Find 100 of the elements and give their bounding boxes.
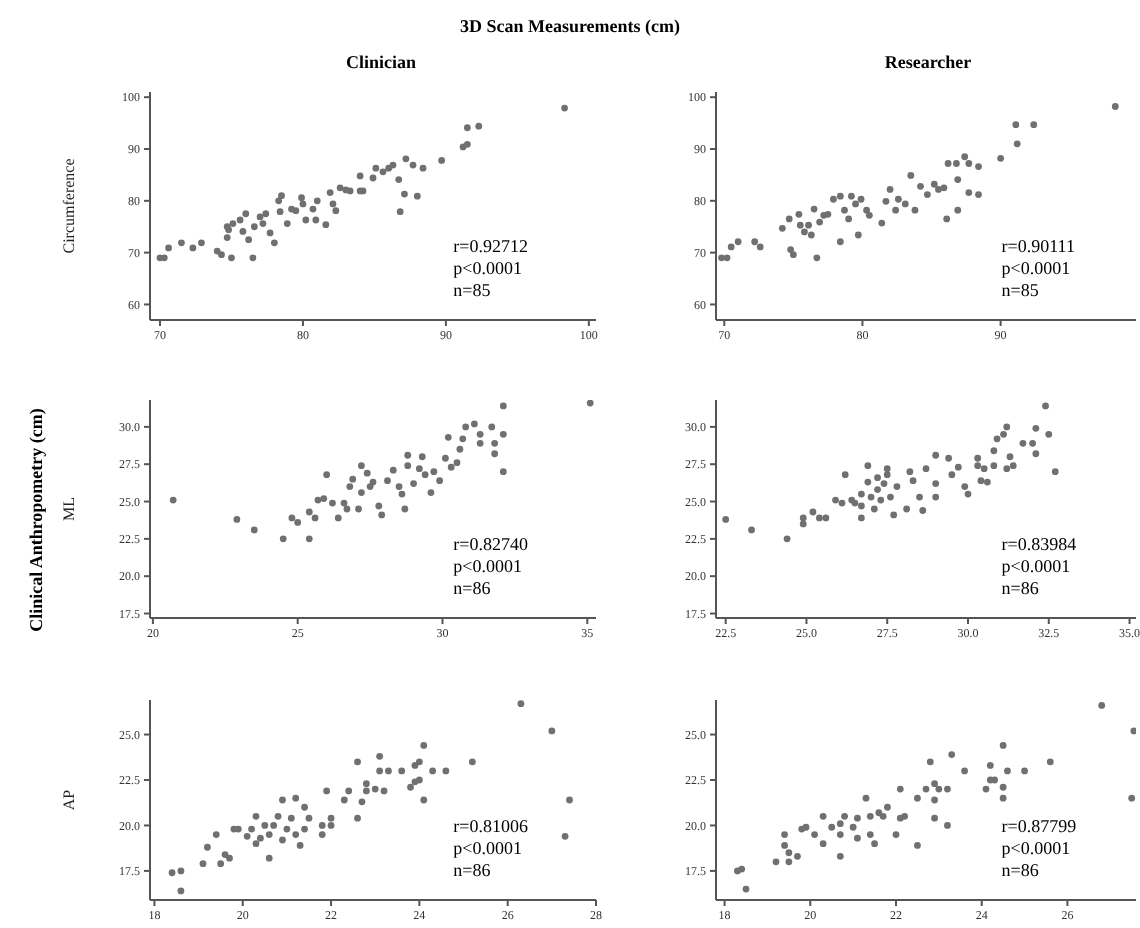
point: [1128, 794, 1136, 802]
point: [807, 231, 815, 239]
point: [940, 184, 948, 192]
point: [849, 823, 857, 831]
text: Clinical Anthropometry (cm): [26, 405, 46, 635]
point: [875, 809, 883, 817]
point: [914, 794, 921, 802]
point: [943, 215, 951, 223]
point: [975, 191, 982, 198]
point: [991, 776, 998, 784]
point: [329, 499, 336, 507]
point: [734, 238, 742, 246]
point: [421, 471, 429, 479]
point: [398, 490, 406, 498]
point: [358, 462, 365, 470]
point: [922, 785, 930, 793]
point: [727, 243, 735, 251]
chart-subtitle: Clinician: [343, 52, 418, 72]
point: [462, 423, 470, 431]
point: [787, 246, 795, 253]
point: [789, 251, 797, 259]
point: [836, 238, 844, 246]
chart-subtitle: Researcher: [882, 52, 974, 72]
point: [948, 751, 956, 758]
point: [772, 858, 780, 866]
annotation: n=86: [1001, 578, 1041, 600]
point: [901, 200, 909, 208]
point: [954, 176, 962, 183]
point: [742, 885, 750, 893]
point: [1013, 140, 1021, 148]
point: [884, 803, 891, 811]
point: [401, 505, 409, 513]
point: [169, 496, 177, 504]
point: [233, 516, 241, 523]
point: [836, 820, 844, 828]
point: [878, 219, 886, 227]
annotation: n=86: [453, 578, 493, 600]
point: [935, 785, 943, 793]
point: [476, 439, 484, 447]
point: [854, 231, 862, 239]
point: [982, 785, 990, 793]
point: [901, 812, 908, 820]
point: [926, 758, 934, 766]
point: [819, 840, 827, 848]
point: [314, 496, 322, 504]
point: [294, 519, 302, 526]
point: [1021, 767, 1028, 775]
point: [418, 453, 426, 461]
point: [911, 206, 919, 214]
point: [436, 477, 444, 485]
point: [751, 238, 759, 246]
annotation: r=0.83984: [1001, 534, 1077, 556]
point: [340, 499, 348, 507]
annotation: n=86: [1001, 860, 1041, 882]
annotation: r=0.90111: [1001, 236, 1075, 258]
point: [358, 489, 365, 496]
point: [499, 402, 507, 410]
annotation: p<0.0001: [453, 258, 524, 280]
point: [871, 840, 878, 848]
point: [892, 206, 900, 214]
point: [410, 480, 417, 488]
annotation: r=0.81006: [453, 816, 528, 838]
point: [931, 814, 938, 822]
point: [935, 186, 942, 193]
point: [866, 812, 874, 820]
point: [999, 783, 1007, 791]
point: [346, 483, 354, 490]
point: [944, 160, 952, 167]
annotation: n=85: [453, 280, 493, 302]
point: [930, 180, 938, 188]
point: [923, 191, 931, 198]
point: [944, 785, 951, 793]
annotation: p<0.0001: [1001, 556, 1073, 578]
point: [999, 742, 1007, 749]
point: [841, 812, 848, 820]
point: [305, 535, 313, 543]
point: [810, 205, 818, 213]
point: [857, 195, 865, 203]
point: [447, 463, 455, 471]
point: [718, 254, 725, 262]
point: [854, 834, 861, 842]
point: [892, 831, 900, 838]
point: [914, 842, 921, 849]
point: [459, 435, 467, 443]
point: [917, 182, 924, 190]
point: [811, 831, 818, 838]
point: [1030, 121, 1038, 129]
point: [794, 852, 801, 860]
y-axis-title: ML: [59, 496, 78, 521]
point: [1130, 727, 1136, 735]
point: [389, 466, 397, 474]
point: [334, 514, 342, 522]
point: [866, 831, 874, 838]
point: [954, 206, 962, 214]
annotation: n=86: [453, 860, 493, 882]
point: [796, 221, 804, 229]
point: [845, 215, 853, 223]
point: [488, 423, 496, 431]
point: [847, 192, 855, 200]
point: [805, 221, 812, 229]
